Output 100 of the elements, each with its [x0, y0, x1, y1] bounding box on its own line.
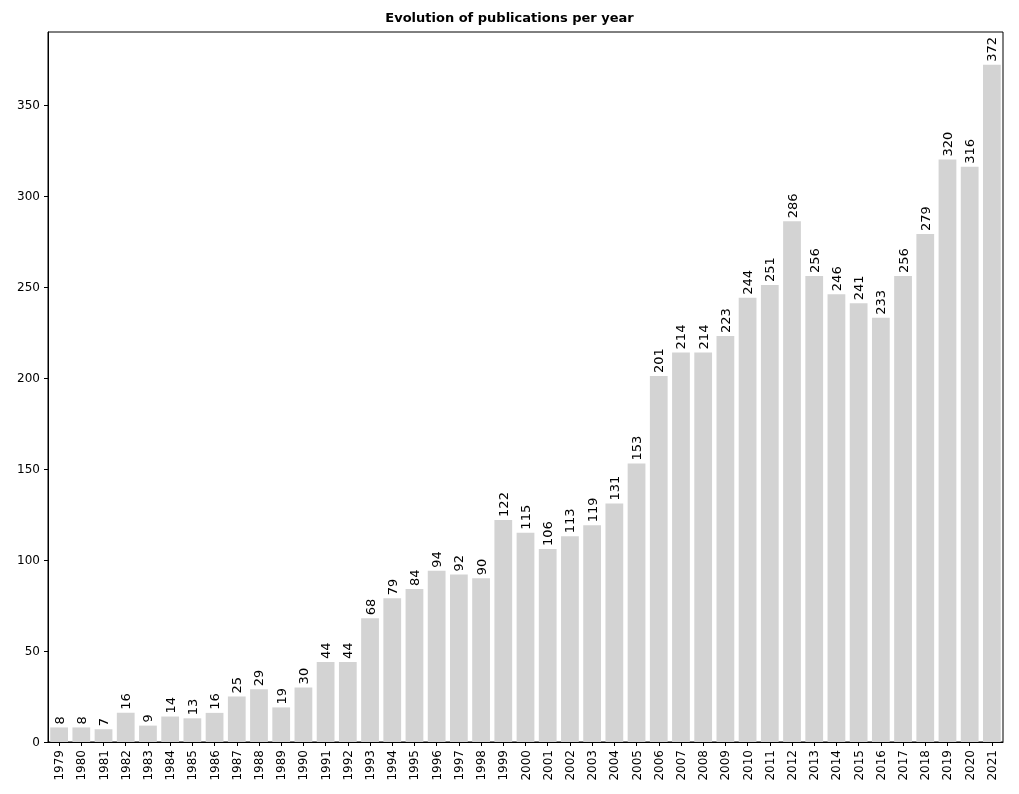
x-tick-label: 2010 — [740, 750, 755, 781]
x-tick-label: 1995 — [407, 750, 422, 781]
bar — [94, 729, 113, 742]
x-tick-label: 2007 — [673, 750, 688, 781]
bar — [827, 294, 846, 742]
data-label: 29 — [251, 669, 267, 687]
bar — [561, 536, 579, 742]
x-tick-label: 2020 — [962, 750, 977, 781]
y-tick-label: 300 — [17, 188, 40, 203]
data-label: 8 — [73, 716, 89, 725]
bar — [205, 712, 224, 742]
bar — [50, 727, 68, 742]
bar — [960, 166, 979, 742]
bar — [227, 696, 246, 742]
bar — [361, 618, 379, 742]
x-tick-label: 1998 — [474, 750, 489, 781]
data-label: 119 — [584, 497, 600, 523]
data-label: 233 — [873, 289, 889, 315]
bar — [783, 221, 801, 742]
x-tick-label: 2015 — [851, 750, 866, 781]
x-tick-label: 1999 — [496, 750, 511, 781]
bar — [183, 718, 202, 742]
bar — [760, 285, 779, 742]
x-tick-label: 2001 — [540, 750, 555, 781]
data-label: 14 — [162, 696, 178, 714]
data-label: 241 — [851, 275, 867, 301]
x-tick-label: 2002 — [562, 750, 577, 781]
x-tick-label: 1987 — [229, 750, 244, 781]
data-label: 320 — [939, 131, 955, 157]
bar — [383, 598, 402, 742]
x-tick-label: 2018 — [918, 750, 933, 781]
bar — [294, 687, 313, 742]
data-label: 44 — [318, 642, 334, 659]
y-tick-label: 250 — [17, 279, 40, 294]
data-label: 90 — [473, 558, 489, 576]
data-label: 68 — [362, 598, 378, 616]
data-label: 251 — [762, 257, 778, 283]
data-label: 9 — [140, 714, 156, 723]
bar — [250, 689, 268, 742]
x-tick-label: 2006 — [651, 750, 666, 781]
data-label: 153 — [629, 435, 645, 461]
x-tick-label: 1997 — [451, 750, 466, 781]
x-tick-label: 1991 — [318, 750, 333, 781]
x-tick-label: 2021 — [984, 750, 999, 781]
bar — [894, 275, 912, 742]
data-label: 223 — [717, 308, 733, 334]
data-label: 19 — [273, 687, 289, 705]
bar — [405, 589, 424, 742]
bar — [738, 297, 757, 742]
bar — [694, 352, 713, 742]
x-tick-label: 1983 — [140, 750, 155, 781]
data-label: 92 — [451, 554, 467, 572]
data-label: 214 — [673, 324, 689, 350]
data-label: 113 — [562, 508, 578, 534]
x-tick-label: 2013 — [807, 750, 822, 781]
x-tick-label: 2004 — [607, 750, 622, 781]
bar — [649, 376, 668, 742]
bar — [449, 574, 468, 742]
bar — [516, 532, 535, 742]
x-tick-label: 1979 — [52, 750, 67, 781]
x-tick-label: 2003 — [585, 750, 600, 781]
x-tick-label: 1980 — [74, 750, 89, 781]
y-tick-label: 350 — [17, 97, 40, 112]
x-tick-label: 1981 — [96, 750, 111, 781]
data-label: 201 — [651, 348, 667, 374]
data-label: 286 — [784, 193, 800, 219]
x-tick-label: 1992 — [340, 750, 355, 781]
data-label: 79 — [384, 578, 400, 596]
data-label: 246 — [828, 266, 844, 292]
y-tick-label: 150 — [17, 461, 40, 476]
y-tick-label: 200 — [17, 370, 40, 385]
x-tick-label: 1994 — [385, 750, 400, 781]
data-label: 106 — [540, 521, 556, 547]
bar — [916, 234, 935, 742]
bar — [672, 352, 690, 742]
bar — [116, 712, 135, 742]
bar — [938, 159, 957, 742]
bar — [427, 570, 446, 742]
x-tick-label: 1988 — [251, 750, 266, 781]
bar — [316, 661, 335, 742]
data-label: 7 — [96, 717, 112, 727]
x-tick-label: 1993 — [363, 750, 378, 781]
data-label: 122 — [495, 492, 511, 517]
x-tick-label: 2011 — [762, 750, 777, 781]
bar — [849, 303, 868, 742]
data-label: 256 — [895, 248, 911, 273]
data-label: 94 — [429, 551, 445, 568]
bar — [538, 549, 557, 742]
x-tick-label: 1984 — [163, 750, 178, 781]
bar — [472, 578, 490, 742]
x-tick-label: 1989 — [274, 750, 289, 781]
bar — [338, 661, 357, 742]
data-label: 316 — [962, 138, 978, 164]
bar — [716, 336, 735, 742]
bar — [627, 463, 646, 742]
data-label: 25 — [229, 676, 245, 694]
x-tick-label: 2008 — [696, 750, 711, 781]
data-label: 16 — [207, 693, 223, 710]
data-label: 44 — [340, 642, 356, 659]
data-label: 16 — [118, 693, 134, 710]
